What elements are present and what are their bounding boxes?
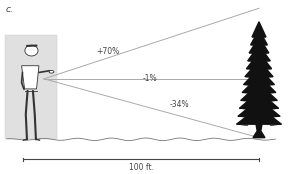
Text: c.: c.: [6, 5, 14, 14]
Polygon shape: [252, 22, 266, 37]
Text: +70%: +70%: [97, 47, 120, 56]
Polygon shape: [246, 53, 272, 69]
Text: -34%: -34%: [170, 100, 190, 109]
Polygon shape: [249, 37, 269, 53]
Text: 100 ft.: 100 ft.: [128, 163, 154, 172]
Polygon shape: [253, 124, 265, 138]
Polygon shape: [237, 107, 281, 124]
Polygon shape: [239, 91, 279, 108]
Ellipse shape: [25, 45, 38, 56]
Polygon shape: [244, 68, 274, 85]
FancyBboxPatch shape: [5, 35, 57, 139]
Polygon shape: [242, 76, 276, 93]
Polygon shape: [22, 66, 39, 89]
Circle shape: [49, 70, 54, 73]
Polygon shape: [248, 45, 270, 61]
Polygon shape: [250, 30, 267, 45]
Text: -1%: -1%: [143, 74, 157, 83]
Polygon shape: [238, 99, 280, 116]
Polygon shape: [245, 60, 273, 77]
Polygon shape: [241, 84, 277, 100]
